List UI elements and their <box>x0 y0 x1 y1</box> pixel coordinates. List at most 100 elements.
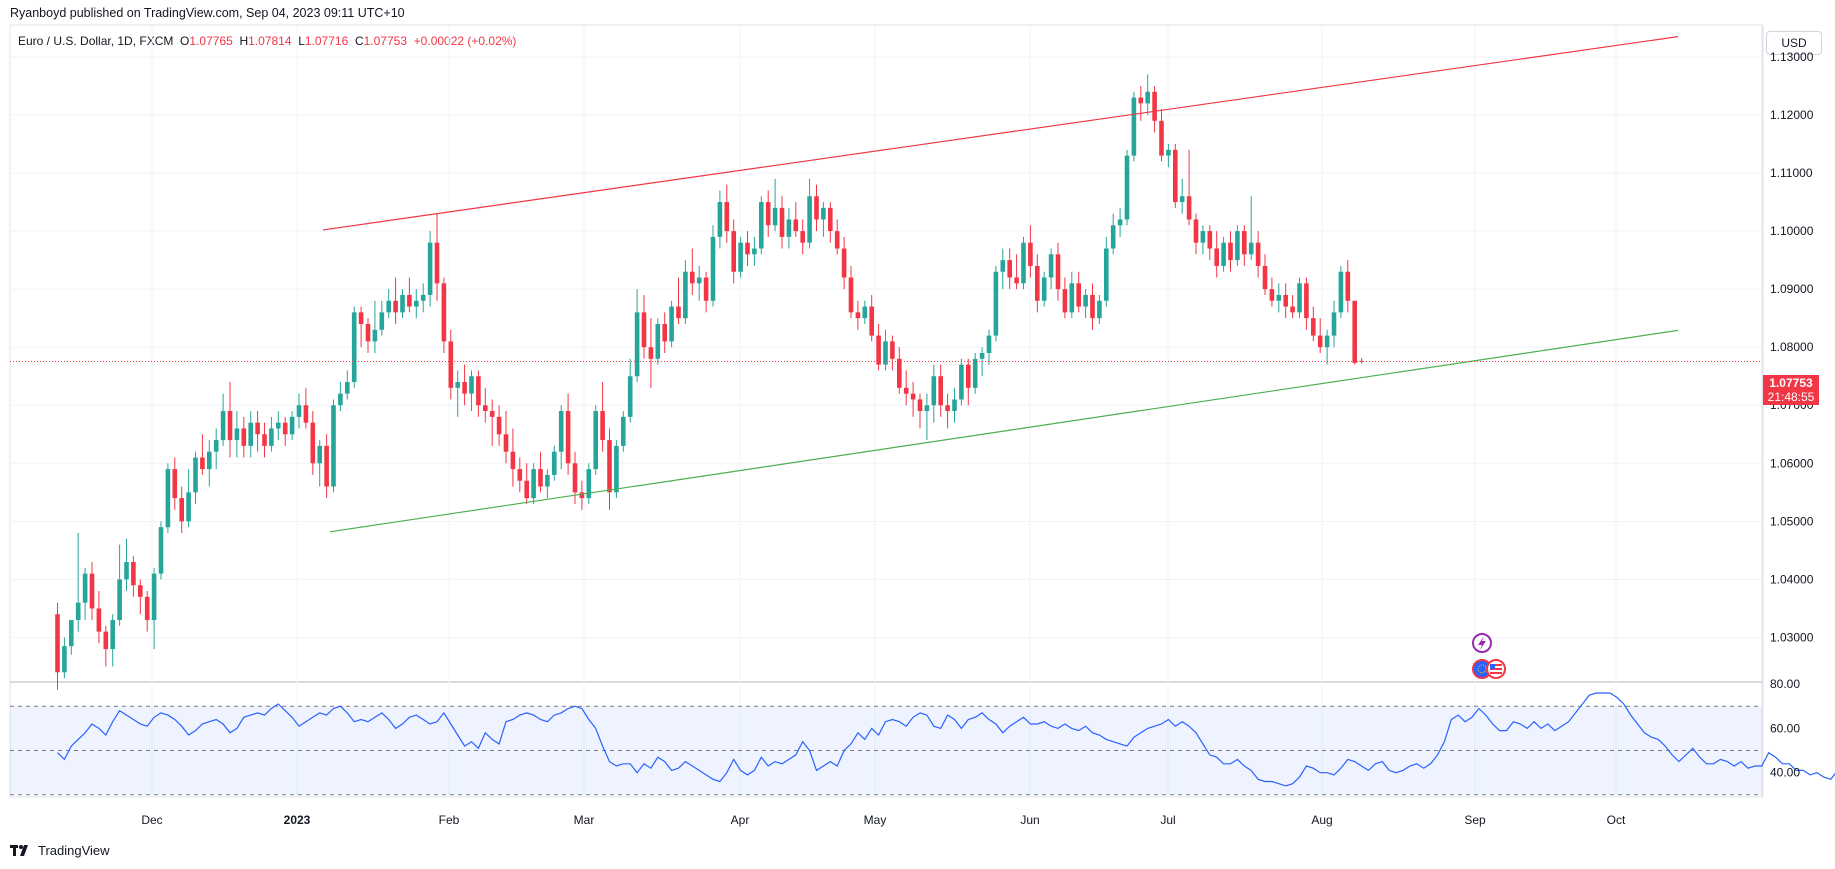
candle-body <box>1173 149 1178 203</box>
candle-body <box>1207 231 1213 249</box>
candle-body <box>1200 231 1206 243</box>
candle-body <box>910 393 916 400</box>
candle-body <box>289 416 295 435</box>
candle-body <box>1124 155 1130 220</box>
price-tick-label: 1.11000 <box>1770 166 1813 180</box>
price-tick-label: 1.12000 <box>1770 108 1814 122</box>
tradingview-logo[interactable]: TradingView <box>10 843 110 858</box>
candle-body <box>1145 91 1150 104</box>
candle-body <box>1083 294 1088 307</box>
candle-body <box>1359 360 1364 362</box>
candle-body <box>151 573 157 621</box>
currency-button[interactable]: USD <box>1766 31 1822 55</box>
candle-body <box>1090 294 1095 319</box>
candle-body <box>351 312 357 383</box>
high-label: H <box>239 34 249 48</box>
time-tick-label: Sep <box>1464 813 1486 827</box>
candle-body <box>338 393 343 406</box>
candle-body <box>193 457 198 493</box>
candle-body <box>144 596 150 621</box>
candle-body <box>1041 277 1047 301</box>
candle-body <box>124 561 129 580</box>
candle-body <box>262 434 267 446</box>
open-label: O <box>180 34 190 48</box>
symbol-name[interactable]: Euro / U.S. Dollar, 1D, FXCM <box>18 34 174 48</box>
time-tick-label: Feb <box>439 813 460 827</box>
candle-body <box>1048 254 1054 278</box>
candle-body <box>358 312 364 324</box>
candle-body <box>1262 265 1268 290</box>
candle-body <box>903 387 909 394</box>
price-tick-label: 1.03000 <box>1770 630 1814 644</box>
trendlines[interactable] <box>10 36 1762 533</box>
candle-body <box>993 271 999 336</box>
candle-body <box>207 451 212 470</box>
candle-body <box>586 469 592 499</box>
eu-flag-icon[interactable] <box>1472 659 1492 679</box>
candle-body <box>607 440 612 493</box>
candle-body <box>676 306 681 319</box>
candle-body <box>441 283 447 342</box>
candle-body <box>1269 289 1275 301</box>
candle-body <box>1324 335 1330 348</box>
candle-body <box>696 277 702 284</box>
candle-body <box>966 364 971 388</box>
candle-body <box>786 219 792 237</box>
candle-body <box>1014 277 1019 284</box>
price-tick-label: 1.09000 <box>1770 282 1814 296</box>
candle-body <box>434 242 440 284</box>
candle-body <box>752 248 757 255</box>
candle-body <box>469 376 474 394</box>
candle-body <box>600 411 605 441</box>
candle-body <box>365 323 371 342</box>
time-tick-label: Jun <box>1020 813 1039 827</box>
candle-body <box>503 434 509 452</box>
candle-body <box>427 242 433 295</box>
candle-body <box>800 231 805 243</box>
candle-body <box>634 312 640 377</box>
candle-body <box>1179 196 1185 203</box>
candle-body <box>1166 149 1171 156</box>
candle-body <box>248 422 253 446</box>
price-tick-label: 1.06000 <box>1770 456 1814 470</box>
time-tick-label: Aug <box>1311 813 1332 827</box>
candle-body <box>138 585 143 597</box>
candle-body <box>538 469 543 487</box>
candle-body <box>662 323 667 342</box>
candle-body <box>1276 294 1282 301</box>
candle-body <box>1000 260 1006 272</box>
candle-body <box>814 196 819 220</box>
us-flag-icon[interactable] <box>1486 659 1506 679</box>
candle-body <box>717 202 723 237</box>
candle-body <box>724 202 730 232</box>
candle-body <box>117 579 122 621</box>
low-label: L <box>298 34 305 48</box>
candle-body <box>1193 219 1199 243</box>
candle-body <box>848 277 854 313</box>
candle-body <box>579 492 585 499</box>
price-badge-value: 1.07753 <box>1769 376 1813 390</box>
close-value: 1.07753 <box>363 34 407 48</box>
lightning-event-icon[interactable] <box>1472 633 1492 653</box>
candle-body <box>496 416 502 435</box>
candle-body <box>131 561 136 586</box>
candle-body <box>372 329 378 342</box>
candle-body <box>897 358 902 388</box>
candle-body <box>938 376 943 406</box>
candle-body <box>1007 260 1012 278</box>
candle-body <box>1131 97 1137 156</box>
price-badge-countdown: 21:48:55 <box>1768 390 1815 404</box>
rsi-tick-label: 40.00 <box>1770 766 1800 780</box>
candle-body <box>407 294 412 307</box>
event-markers[interactable] <box>1472 633 1506 679</box>
candle-body <box>393 300 398 313</box>
candle-body <box>1331 312 1337 336</box>
candle-body <box>1345 271 1351 301</box>
time-tick-label: Mar <box>574 813 595 827</box>
candle-body <box>186 492 191 522</box>
candle-body <box>986 335 992 353</box>
candle-body <box>821 207 826 220</box>
candle-body <box>876 335 881 365</box>
candle-body <box>1097 300 1102 319</box>
